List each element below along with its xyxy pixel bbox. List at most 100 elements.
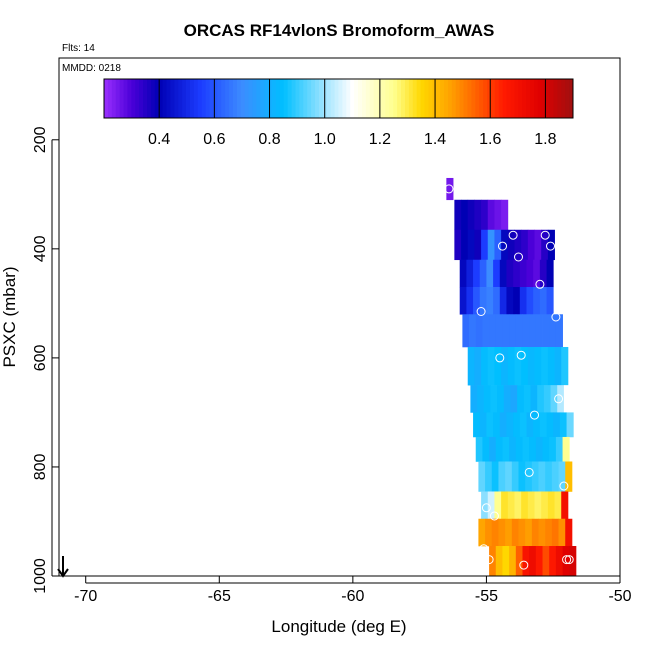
- colorbar-segment: [166, 79, 171, 118]
- colorbar-segment: [178, 79, 183, 118]
- colorbar-segment: [303, 79, 308, 118]
- colorbar-segment: [412, 79, 418, 118]
- colorbar-segment: [186, 79, 191, 118]
- heat-cell: [549, 436, 557, 462]
- sample-marker: [495, 353, 505, 363]
- heat-cell: [507, 491, 515, 520]
- heat-cell: [467, 229, 475, 261]
- heat-cell: [461, 229, 469, 261]
- heat-cell: [485, 461, 493, 492]
- heat-cell: [527, 229, 535, 261]
- colorbar-segment: [287, 79, 293, 118]
- heat-cell: [535, 436, 543, 462]
- colorbar-segment: [526, 79, 531, 118]
- heat-cell: [526, 287, 534, 315]
- colorbar-segment: [545, 79, 551, 118]
- heat-cell: [473, 259, 481, 288]
- heatmap-layer: [446, 177, 577, 577]
- colorbar-segment: [518, 79, 523, 118]
- heat-cell: [557, 385, 565, 413]
- sample-marker: [551, 312, 561, 322]
- colorbar-segment: [404, 79, 410, 118]
- colorbar-segment: [291, 79, 297, 118]
- heat-cell: [518, 518, 526, 547]
- colorbar-segment: [260, 79, 265, 118]
- heat-cell: [511, 518, 519, 547]
- colorbar-segment: [502, 79, 508, 118]
- heat-cell: [462, 314, 470, 348]
- colorbar-segment: [252, 79, 257, 118]
- colorbar-segment: [197, 79, 203, 118]
- heat-cell: [470, 385, 478, 413]
- colorbar-segment: [209, 79, 214, 118]
- colorbar-segment: [354, 79, 359, 118]
- heat-cell: [501, 491, 509, 520]
- colorbar-segment: [236, 79, 242, 118]
- heat-cell: [521, 346, 529, 386]
- sample-marker: [514, 252, 523, 262]
- heat-cell: [505, 518, 513, 547]
- colorbar-segment: [397, 79, 402, 118]
- colorbar-segment: [143, 79, 148, 118]
- heat-cell: [527, 346, 535, 386]
- heat-cell: [506, 412, 514, 438]
- colorbar-segment: [514, 79, 519, 118]
- colorbar-segment: [334, 79, 339, 118]
- heat-cell: [469, 314, 477, 348]
- colorbar-segment: [338, 79, 343, 118]
- heat-cell: [483, 385, 491, 413]
- colorbar-segment: [279, 79, 285, 118]
- heat-cell: [486, 412, 494, 438]
- heat-cell: [475, 314, 483, 348]
- heat-cell: [555, 546, 563, 577]
- heat-cell: [481, 491, 489, 520]
- flights-label: Flts: 14: [62, 43, 95, 54]
- heat-cell: [535, 546, 543, 577]
- heat-cell: [514, 229, 522, 261]
- colorbar-segment: [358, 79, 363, 118]
- colorbar-segment: [557, 79, 562, 118]
- heat-cell: [561, 491, 569, 520]
- colorbar-segment: [471, 79, 476, 118]
- colorbar-segment: [455, 79, 461, 118]
- sample-marker: [567, 402, 577, 412]
- colorbar-segment: [490, 79, 496, 118]
- colorbar-segment: [244, 79, 250, 118]
- heat-cell: [519, 412, 527, 438]
- heat-cell: [489, 436, 497, 462]
- heat-cell: [507, 229, 515, 261]
- heat-cell: [549, 314, 557, 348]
- heat-cell: [549, 546, 557, 577]
- sample-marker: [489, 511, 499, 521]
- heat-cell: [534, 346, 542, 386]
- sample-marker: [519, 560, 529, 570]
- sample-marker: [498, 241, 507, 251]
- heat-cell: [514, 346, 522, 386]
- heat-cell: [505, 461, 513, 492]
- colorbar-segment: [307, 79, 312, 118]
- colorbar-segment: [229, 79, 234, 118]
- sample-marker: [484, 555, 494, 565]
- colorbar-segment: [553, 79, 558, 118]
- colorbar-tick-label: 1.0: [314, 131, 336, 148]
- heat-cell: [519, 287, 527, 315]
- colorbar-segment: [389, 79, 394, 118]
- colorbar-segment: [498, 79, 504, 118]
- heat-cell: [533, 287, 541, 315]
- heat-cell: [558, 518, 566, 547]
- colorbar-segment: [361, 79, 367, 118]
- colorbar-segment: [221, 79, 226, 118]
- heat-cell: [507, 346, 515, 386]
- colorbar-segment: [483, 79, 488, 118]
- colorbar-tick-label: 1.4: [424, 131, 446, 148]
- colorbar-segment: [436, 79, 441, 118]
- heat-cell: [545, 461, 553, 492]
- colorbar-segment: [330, 79, 336, 118]
- y-tick-label: 600: [32, 344, 49, 371]
- colorbar-segment: [123, 79, 128, 118]
- sample-marker: [554, 394, 564, 404]
- y-tick-label: 400: [32, 235, 49, 262]
- colorbar-segment: [432, 79, 437, 118]
- heat-cell: [485, 518, 493, 547]
- sample-marker: [516, 350, 526, 360]
